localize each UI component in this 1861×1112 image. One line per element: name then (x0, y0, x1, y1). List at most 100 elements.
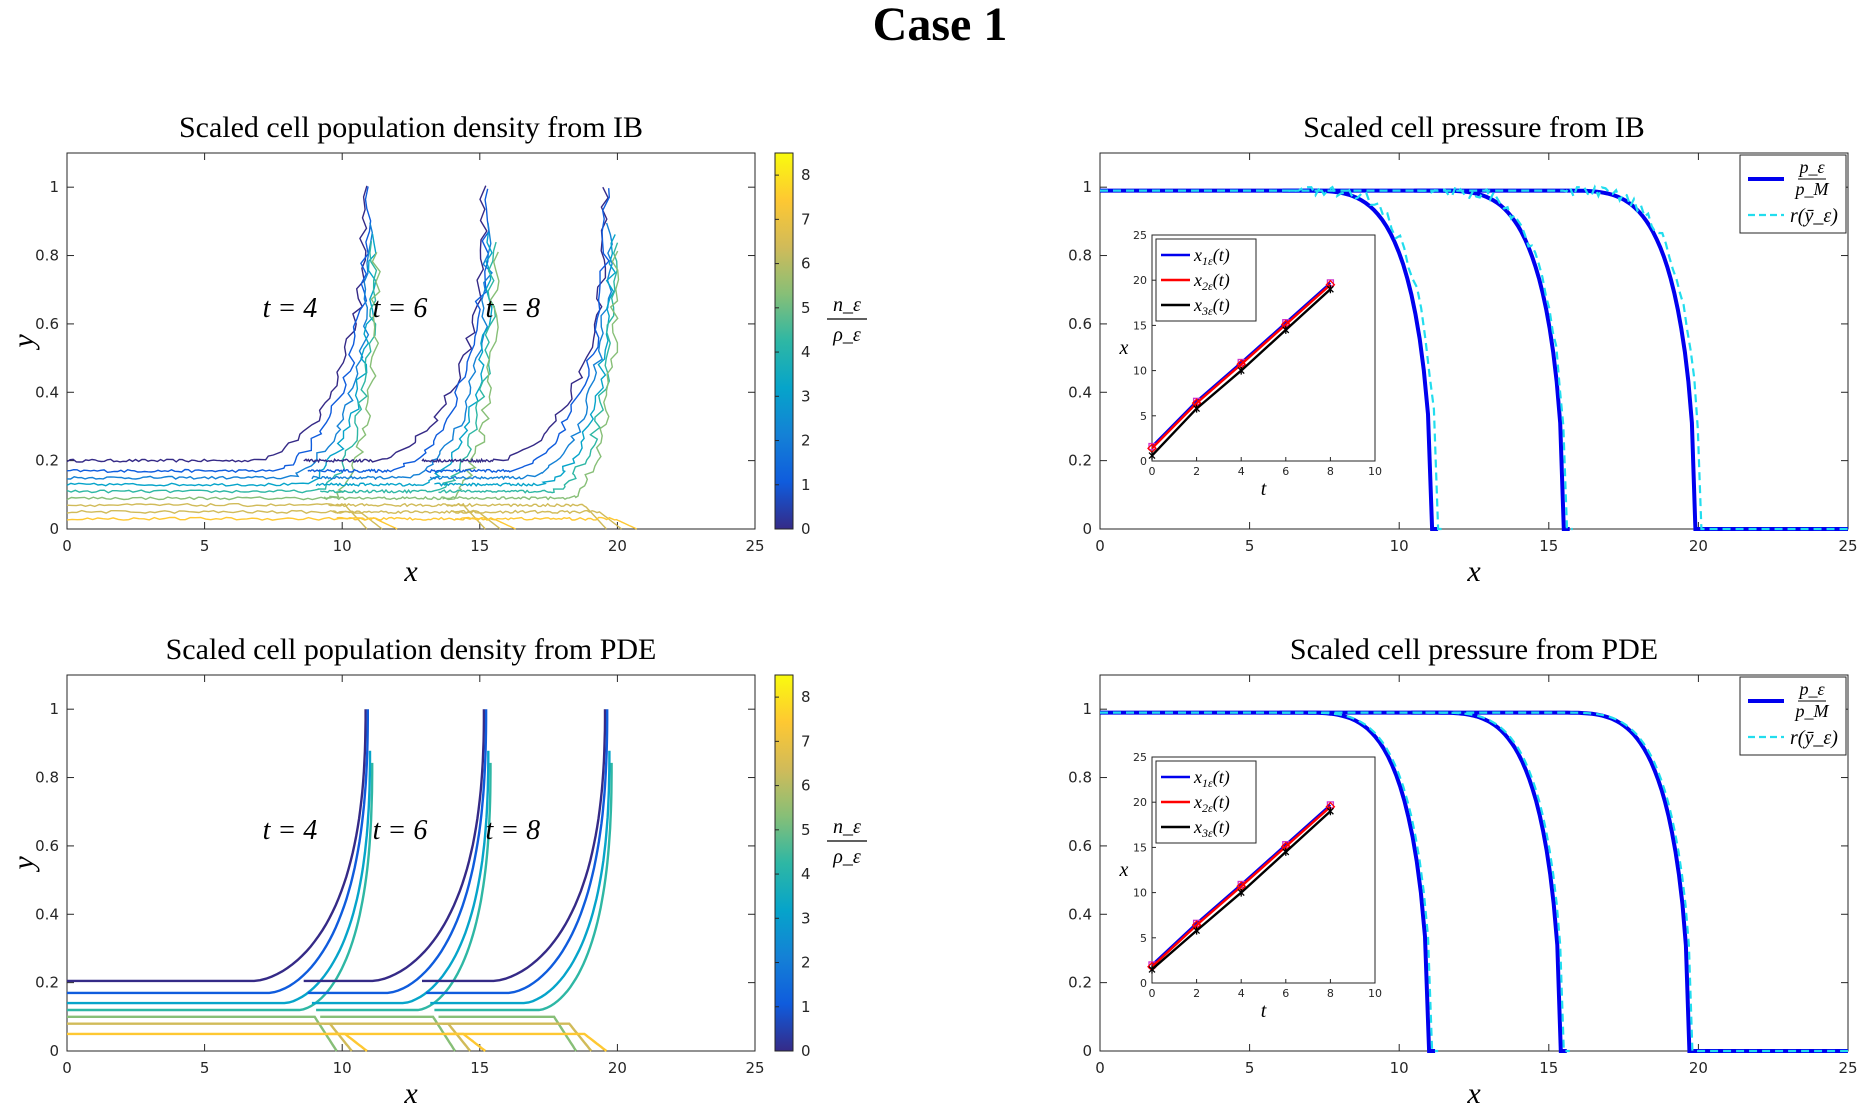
legend-var: x (1193, 270, 1202, 290)
r-curve (1417, 184, 1848, 531)
r-curve (1414, 711, 1848, 1053)
contour-level-5 (66, 252, 381, 501)
legend-var: x (1193, 767, 1202, 787)
y-tick-label: 1 (49, 178, 59, 196)
contour-level-0 (303, 185, 488, 464)
colorbar-tick-label: 6 (801, 255, 811, 273)
y-tick-label: 0.2 (1068, 974, 1092, 992)
colorbar-tick-label: 0 (801, 520, 811, 538)
x-tick-label: 25 (745, 1059, 764, 1077)
contour-level-3 (434, 762, 613, 1012)
legend-subscript: 3ε (1201, 304, 1213, 318)
inset-x-tick-label: 6 (1282, 987, 1289, 1000)
contour-level-7 (332, 509, 501, 530)
legend-label-r: r(ȳ_ε) (1790, 205, 1838, 227)
colorbar-label-numerator: n_ε (833, 816, 861, 838)
inset-marker-star (1326, 285, 1334, 294)
contour-level-4 (319, 241, 497, 494)
plot-area (66, 152, 756, 530)
y-tick-label: 0.6 (35, 315, 59, 333)
inset-marker-star (1237, 888, 1245, 897)
colorbar (774, 152, 794, 530)
colorbar-tick-label: 5 (801, 821, 811, 839)
colorbar-label-numerator: n_ε (833, 294, 861, 316)
colorbar-tick-label: 4 (801, 865, 811, 883)
legend (1739, 676, 1847, 756)
contour-level-0 (303, 709, 486, 983)
time-annotation: t = 8 (485, 815, 540, 846)
contour-level-1 (426, 709, 609, 995)
inset-y-axis-label: x (1119, 859, 1129, 881)
inset-y-tick-label: 5 (1140, 932, 1147, 945)
x-tick-label: 5 (200, 537, 210, 555)
contour-level-6 (446, 502, 607, 530)
y-tick-label: 0.8 (35, 769, 59, 787)
colorbar-tick-label: 3 (801, 909, 811, 927)
chart-title: Scaled cell population density from IB (179, 111, 643, 144)
contour-level-0 (421, 186, 609, 464)
x-tick-label: 10 (1390, 1059, 1409, 1077)
legend-label-numerator: p_ε (1797, 679, 1825, 699)
inset-legend-label: x2ε(t) (1193, 792, 1230, 815)
y-tick-label: 1 (1082, 700, 1092, 718)
colorbar-label-denominator: ρ_ε (832, 324, 861, 346)
inset-y-tick-label: 5 (1140, 410, 1147, 423)
contour-level-5 (442, 1022, 593, 1052)
x-tick-label: 5 (200, 1059, 210, 1077)
colorbar-tick-label: 4 (801, 343, 811, 361)
chart-title: Scaled cell pressure from IB (1303, 111, 1645, 144)
x-tick-label: 5 (1245, 537, 1255, 555)
contour-level-1 (425, 188, 611, 474)
inset-x-tick-label: 10 (1368, 465, 1382, 478)
colorbar-tick-label: 7 (801, 210, 811, 228)
contour-level-2 (311, 222, 493, 481)
x-tick-label: 10 (333, 537, 352, 555)
inset-y-tick-label: 15 (1133, 319, 1147, 332)
inset-x-tick-label: 10 (1368, 987, 1382, 1000)
inset-y-tick-label: 15 (1133, 841, 1147, 854)
inset-x-tick-label: 4 (1238, 987, 1245, 1000)
inset-marker-star (1282, 847, 1290, 856)
colorbar-label-denominator: ρ_ε (832, 846, 861, 868)
y-axis-label: y (7, 334, 40, 351)
x-axis-label: x (403, 555, 418, 588)
inset-marker-star (1193, 926, 1201, 935)
figure-title: Case 1 (873, 0, 1008, 51)
inset-y-tick-label: 0 (1140, 977, 1147, 990)
time-annotation: t = 6 (373, 293, 428, 324)
r-curve (1288, 186, 1573, 531)
x-tick-label: 25 (745, 537, 764, 555)
x-tick-label: 5 (1245, 1059, 1255, 1077)
inset-x-tick-label: 2 (1193, 465, 1200, 478)
x-tick-label: 10 (333, 1059, 352, 1077)
legend (1739, 154, 1847, 234)
y-tick-label: 1 (49, 700, 59, 718)
contour-level-2 (430, 750, 611, 1005)
legend-var: x (1193, 245, 1202, 265)
chart-title: Scaled cell population density from PDE (166, 633, 657, 666)
inset-marker-star (1282, 325, 1290, 334)
inset-x-tick-label: 6 (1282, 465, 1289, 478)
x-tick-label: 15 (470, 1059, 489, 1077)
inset-series-line-2 (1151, 805, 1332, 968)
contour-level-6 (66, 502, 368, 530)
colorbar-tick-label: 2 (801, 432, 811, 450)
contour-level-0 (66, 185, 368, 463)
colorbar-tick-label: 2 (801, 954, 811, 972)
colorbar-tick-label: 5 (801, 299, 811, 317)
legend-subscript: 2ε (1202, 801, 1213, 815)
time-annotation: t = 8 (485, 293, 540, 324)
y-tick-label: 0 (49, 520, 59, 538)
contour-level-7 (450, 509, 622, 530)
x-tick-label: 20 (608, 537, 627, 555)
y-tick-label: 0 (49, 1042, 59, 1060)
y-tick-label: 0.6 (1068, 837, 1092, 855)
contour-level-0 (422, 709, 607, 983)
y-tick-label: 0.6 (35, 837, 59, 855)
y-axis-label: y (7, 856, 40, 873)
contour-level-6 (446, 1032, 608, 1052)
y-tick-label: 0.4 (35, 383, 59, 401)
